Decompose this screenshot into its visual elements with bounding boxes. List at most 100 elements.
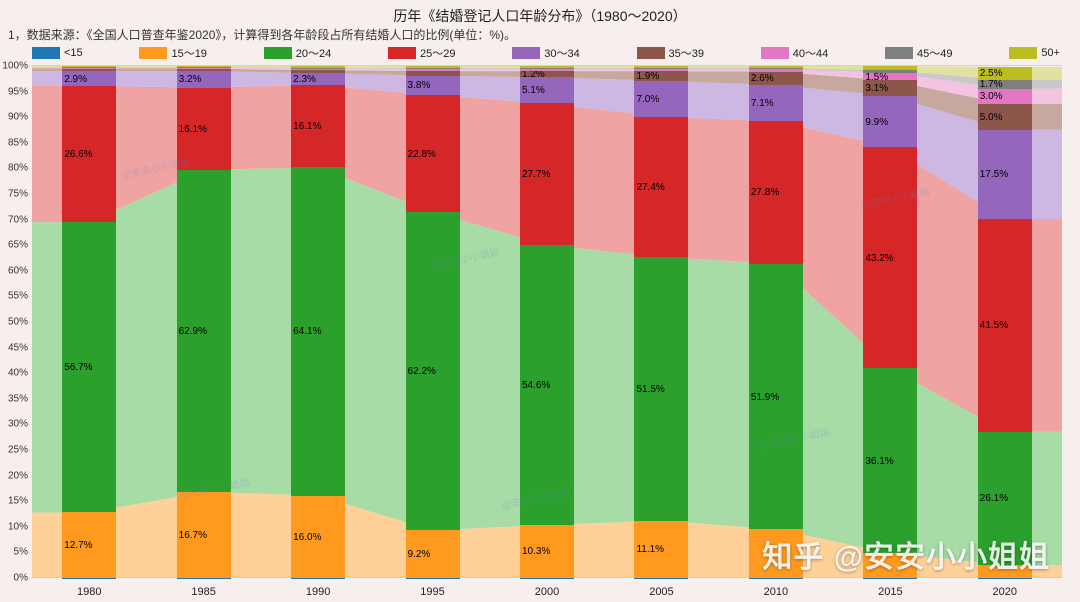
bar-value-label: 17.5% xyxy=(980,169,1008,180)
bar-value-label: 26.1% xyxy=(980,493,1008,504)
bar-value-label: 56.7% xyxy=(64,362,92,373)
bar-group-1985: 16.7%62.9%16.1%3.2% xyxy=(177,66,231,578)
bar-value-label: 2.3% xyxy=(293,74,316,85)
bar-seg-a35_39 xyxy=(291,70,345,73)
y-tick: 0% xyxy=(14,573,28,584)
bar-seg-a40_44 xyxy=(749,69,803,72)
bar-value-label: 22.8% xyxy=(408,149,436,160)
legend-item-a20_24: 20～24 xyxy=(264,45,331,61)
bar-value-label: 2.9% xyxy=(64,74,87,85)
bar-value-label: 16.1% xyxy=(293,121,321,132)
bar-value-label: 27.7% xyxy=(522,169,550,180)
bar-value-label: 27.8% xyxy=(751,187,779,198)
legend: <15 15～19 20～24 25～29 30～34 35～39 40～44 45～49 50… xyxy=(32,44,1060,62)
legend-item-a45_49: 45～49 xyxy=(885,45,952,61)
bar-value-label: 62.9% xyxy=(179,326,207,337)
bar-seg-lt15 xyxy=(406,578,460,579)
legend-item-a40_44: 40～44 xyxy=(761,45,828,61)
bar-value-label: 9.2% xyxy=(408,549,431,560)
legend-label: 40～44 xyxy=(793,45,828,61)
bar-value-label: 62.2% xyxy=(408,366,436,377)
bar-seg-a45_49 xyxy=(749,68,803,69)
legend-item-a50p: 50+ xyxy=(1009,47,1060,59)
y-tick: 5% xyxy=(14,547,28,558)
x-tick: 2000 xyxy=(535,586,559,598)
bar-value-label: 3.2% xyxy=(179,74,202,85)
legend-swatch xyxy=(761,47,789,59)
bar-value-label: 64.1% xyxy=(293,326,321,337)
bar-seg-a35_39 xyxy=(177,69,231,72)
bar-value-label: 2.6% xyxy=(751,73,774,84)
y-tick: 15% xyxy=(8,496,28,507)
legend-label: 25～29 xyxy=(420,45,455,61)
bar-group-2010: 51.9% 27.8% 7.1% 2.6% xyxy=(749,66,803,578)
bar-seg-lt15 xyxy=(177,578,231,579)
legend-swatch xyxy=(264,47,292,59)
y-tick: 10% xyxy=(8,521,28,532)
bar-value-label: 54.6% xyxy=(522,380,550,391)
bar-group-1980: 12.7%56.7%26.6%2.9% xyxy=(62,66,116,578)
bar-seg-a45_49 xyxy=(406,68,460,69)
y-tick: 75% xyxy=(8,189,28,200)
legend-label: <15 xyxy=(64,47,83,59)
bar-value-label: 1.9% xyxy=(636,71,659,82)
bar-value-label: 5.1% xyxy=(522,85,545,96)
bar-value-label: 41.5% xyxy=(980,320,1008,331)
bar-value-label: 12.7% xyxy=(64,540,92,551)
bar-seg-a50p xyxy=(520,66,574,68)
bar-seg-lt15 xyxy=(62,578,116,579)
bar-seg-a45_49 xyxy=(520,68,574,69)
legend-item-a35_39: 35～39 xyxy=(637,45,704,61)
bar-value-label: 11.1% xyxy=(636,544,664,555)
plot-area: 0%5%10%15%20%25%30%35%40%45%50%55%60%65%… xyxy=(32,66,1062,578)
bar-value-label: 3.1% xyxy=(865,83,888,94)
legend-swatch xyxy=(512,47,540,59)
x-tick: 2005 xyxy=(649,586,673,598)
bar-seg-lt15 xyxy=(863,578,917,579)
bar-group-2015: 36.1%43.2%9.9%3.1%1.5% xyxy=(863,66,917,578)
bar-seg-a45_49 xyxy=(291,68,345,69)
bar-seg-a40_44 xyxy=(62,68,116,69)
bar-group-1995: 9.2%62.2%22.8%3.8% xyxy=(406,66,460,578)
bar-seg-a40_44 xyxy=(634,69,688,71)
bar-value-label: 16.0% xyxy=(293,532,321,543)
bar-seg-lt15 xyxy=(520,578,574,579)
bar-value-label: 16.7% xyxy=(179,530,207,541)
bar-seg-lt15 xyxy=(978,578,1032,579)
legend-item-lt15: <15 xyxy=(32,47,83,59)
bar-seg-a35_39 xyxy=(406,71,460,76)
bar-seg-lt15 xyxy=(634,578,688,579)
bar-value-label: 7.0% xyxy=(636,94,659,105)
x-tick: 2015 xyxy=(878,586,902,598)
y-tick: 20% xyxy=(8,470,28,481)
bar-value-label: 5.0% xyxy=(980,112,1003,123)
legend-item-a30_34: 30～34 xyxy=(512,45,579,61)
y-tick: 85% xyxy=(8,137,28,148)
y-tick: 100% xyxy=(2,61,28,72)
y-axis: 0%5%10%15%20%25%30%35%40%45%50%55%60%65%… xyxy=(2,66,30,578)
y-tick: 60% xyxy=(8,265,28,276)
bar-value-label: 10.3% xyxy=(522,546,550,557)
bar-value-label: 7.1% xyxy=(751,98,774,109)
bars-layer: 12.7%56.7%26.6%2.9%16.7%62.9%16.1%3.2%16… xyxy=(32,66,1062,578)
y-tick: 45% xyxy=(8,342,28,353)
bar-seg-a50p xyxy=(62,66,116,67)
bar-seg-a45_49 xyxy=(177,67,231,68)
bar-seg-a45_49 xyxy=(863,70,917,73)
y-tick: 80% xyxy=(8,163,28,174)
bar-seg-a50p xyxy=(406,66,460,68)
y-tick: 30% xyxy=(8,419,28,430)
x-axis: 198019851990199520002005201020152020 xyxy=(32,582,1062,598)
legend-label: 20～24 xyxy=(296,45,331,61)
y-tick: 90% xyxy=(8,112,28,123)
x-tick: 1990 xyxy=(306,586,330,598)
bar-seg-a40_44 xyxy=(291,69,345,71)
legend-label: 15～19 xyxy=(171,45,206,61)
legend-swatch xyxy=(139,47,167,59)
bar-seg-a35_39 xyxy=(62,69,116,72)
chart-title: 历年《结婚登记人口年龄分布》（1980～2020） xyxy=(0,6,1080,26)
bar-value-label: 51.5% xyxy=(636,384,664,395)
bar-value-label: 51.9% xyxy=(751,392,779,403)
bar-seg-a40_44 xyxy=(177,68,231,69)
legend-item-a25_29: 25～29 xyxy=(388,45,455,61)
